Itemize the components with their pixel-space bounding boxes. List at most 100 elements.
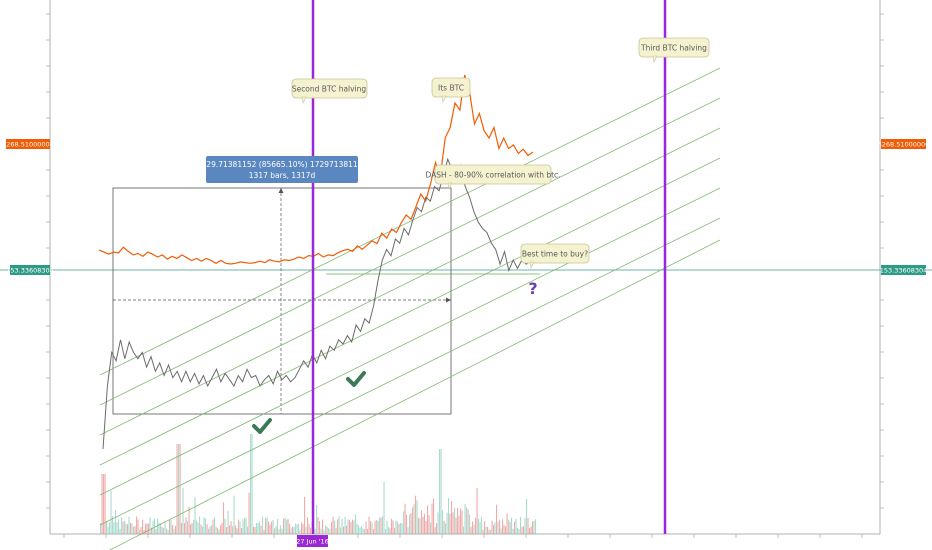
volume-bar <box>386 520 388 534</box>
volume-bar <box>149 517 151 534</box>
volume-bar <box>187 521 189 534</box>
volume-bar <box>133 526 135 534</box>
channel-line[interactable] <box>99 97 721 406</box>
channel-line[interactable] <box>100 239 721 550</box>
dash-price-line <box>102 157 536 450</box>
measure-range-box[interactable] <box>112 187 452 415</box>
volume-bar <box>490 529 492 534</box>
volume-bar <box>524 518 526 534</box>
volume-bar <box>271 521 273 534</box>
time-axis-ticks <box>63 534 863 538</box>
volume-bar <box>148 523 150 534</box>
callout-second-halving[interactable]: Second BTC halving <box>291 78 368 104</box>
channel-line[interactable] <box>99 127 721 436</box>
volume-bar <box>286 519 288 534</box>
channel-line[interactable] <box>99 67 721 376</box>
volume-bar <box>304 496 306 534</box>
volume-bar <box>469 514 471 534</box>
volume-bar <box>359 527 361 534</box>
volume-bar <box>332 516 334 534</box>
volume-bar <box>434 527 436 534</box>
callout-second-halving-text: Second BTC halving <box>292 85 367 94</box>
volume-bar <box>416 500 418 534</box>
dash-price-tag-left-text: 153.33608304 <box>6 267 54 275</box>
channel-line[interactable] <box>99 217 721 526</box>
volume-bar <box>437 512 439 534</box>
callout-best-time-text: Best time to buy? <box>522 250 588 259</box>
callout-its-btc[interactable]: Its BTC <box>431 77 471 103</box>
volume-bar <box>500 528 502 534</box>
volume-bar <box>529 528 531 534</box>
volume-bar <box>127 524 129 534</box>
volume-bar <box>368 516 370 534</box>
volume-bar <box>298 523 300 534</box>
volume-bar <box>233 495 235 534</box>
volume-bar <box>116 522 118 534</box>
btc-price-tag-left-text: 6268.51000000 <box>2 141 54 149</box>
volume-bar <box>347 519 349 534</box>
volume-bar <box>218 529 220 534</box>
volume-bar <box>479 522 481 534</box>
volume-bar <box>467 509 469 534</box>
volume-bar <box>499 519 501 534</box>
volume-bar <box>508 519 510 534</box>
volume-bar <box>493 524 495 534</box>
volume-bar <box>239 521 241 534</box>
volume-bar <box>400 522 402 534</box>
volume-bar <box>395 520 397 534</box>
channel-line[interactable] <box>99 187 721 496</box>
volume-bar <box>335 528 337 534</box>
volume-bar <box>427 505 429 534</box>
callout-best-time[interactable]: Best time to buy? <box>520 243 590 269</box>
callout-third-halving[interactable]: Third BTC halving <box>638 37 710 63</box>
volume-bar <box>413 504 415 534</box>
volume-bar <box>223 502 225 534</box>
volume-bar <box>380 517 382 534</box>
volume-bar <box>334 520 336 534</box>
volume-bar <box>245 517 247 534</box>
volume-bar <box>125 523 127 534</box>
volume-bar <box>281 528 283 534</box>
volume-bar <box>296 524 298 534</box>
channel-line[interactable] <box>99 157 721 466</box>
volume-bar <box>475 517 477 534</box>
volume-bar <box>463 526 465 534</box>
volume-bar <box>136 516 138 534</box>
volume-bar <box>163 528 165 534</box>
volume-bar <box>316 505 318 534</box>
callout-correlation[interactable]: DASH - 80-90% correlation with btc. <box>425 164 561 190</box>
volume-bar <box>338 516 340 534</box>
volume-bar <box>466 507 468 534</box>
volume-bar <box>242 519 244 534</box>
volume-bar <box>532 521 534 534</box>
volume-bar <box>445 523 447 534</box>
volume-bar <box>527 518 529 534</box>
volume-bar <box>230 521 232 534</box>
volume-bar <box>460 508 462 534</box>
parallel-channel[interactable] <box>99 67 721 550</box>
volume-bar <box>154 518 156 534</box>
volume-bar <box>502 519 504 534</box>
volume-bar <box>113 522 115 534</box>
volume-bar <box>461 510 463 534</box>
volume-bar <box>199 516 201 534</box>
volume-bar <box>263 530 265 534</box>
volume-bar <box>370 521 372 534</box>
volume-bar <box>251 434 253 534</box>
measure-arrow-right <box>446 297 451 303</box>
volume-bar <box>482 529 484 534</box>
volume-bar <box>193 519 195 534</box>
volume-bar <box>505 526 507 534</box>
volume-bar <box>118 519 120 534</box>
volume-bar <box>341 518 343 534</box>
volume-bar <box>155 528 157 534</box>
volume-bar <box>250 434 252 534</box>
volume-bar <box>221 523 223 534</box>
volume-bar <box>512 528 514 534</box>
volume-bar <box>101 474 103 534</box>
volume-bar <box>275 526 277 534</box>
dash-price-tag-left <box>10 265 50 275</box>
volume-bar <box>440 449 442 534</box>
volume-bar <box>521 527 523 534</box>
